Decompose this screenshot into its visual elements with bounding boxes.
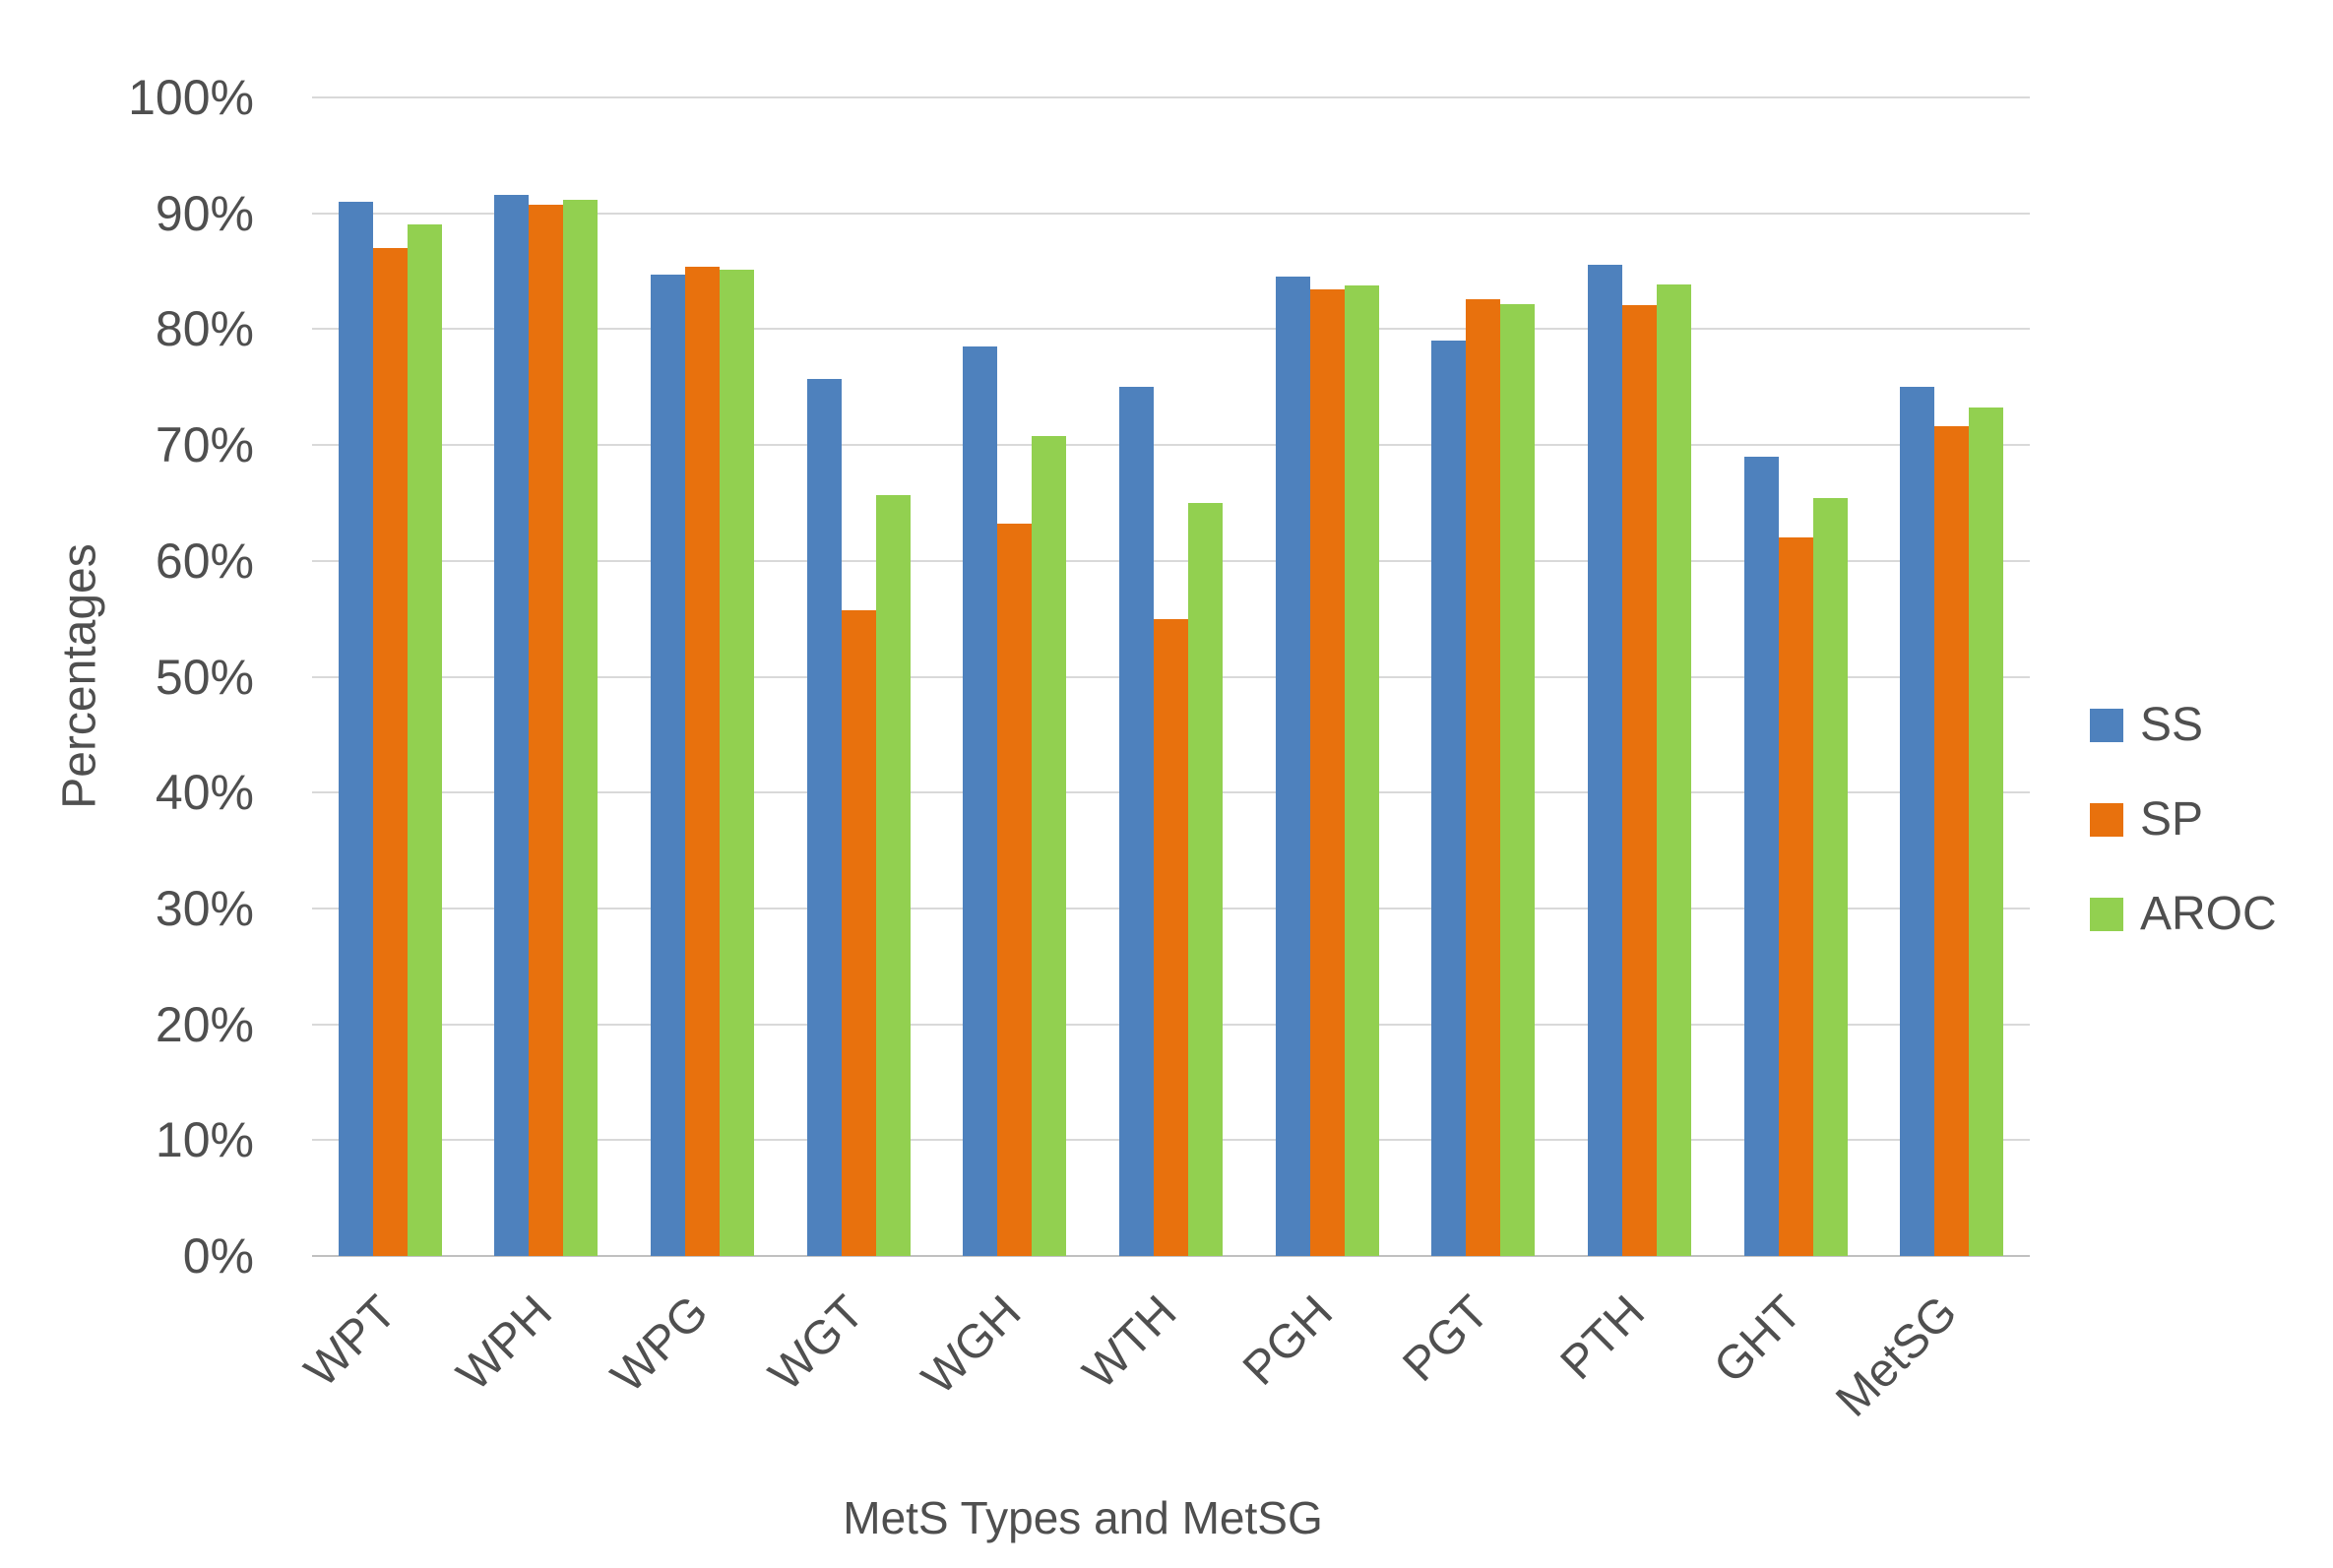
bar-aroc-wgt [875,494,911,1256]
bar-sp-ght [1778,537,1813,1256]
x-category-label-wpg: WPG [601,1286,719,1404]
legend-item-ss: SS [2090,701,2277,750]
bar-ss-wth [1119,387,1155,1256]
bar-group-wgt [781,97,937,1256]
y-tick-label: 60% [155,533,254,589]
bar-group-ght [1718,97,1874,1256]
x-category-label-wgh: WGH [912,1286,1031,1406]
bar-ss-wgt [806,379,842,1256]
x-category-label-wpt: WPT [294,1286,407,1398]
bar-group-pgh [1249,97,1406,1256]
bar-aroc-metsg [1969,408,2004,1256]
y-tick-label: 80% [155,301,254,357]
gridline [312,559,2030,562]
bar-group-wpt [312,97,469,1256]
gridline [312,212,2030,215]
bar-aroc-pgh [1344,284,1379,1256]
bar-aroc-pgt [1500,303,1536,1256]
x-category-label-pgh: PGH [1233,1286,1344,1396]
x-category-label-wth: WTH [1073,1286,1187,1400]
y-tick-label: 0% [182,1228,254,1284]
bar-ss-wpt [338,201,373,1256]
y-tick-label: 50% [155,649,254,705]
bar-sp-wgt [841,610,876,1256]
bar-ss-pth [1587,264,1622,1256]
legend-swatch-icon [2090,709,2123,742]
legend-swatch-icon [2090,898,2123,931]
y-tick-label: 100% [128,70,254,125]
y-tick-label: 20% [155,996,254,1052]
bar-sp-wph [529,205,564,1256]
bar-aroc-wpt [407,224,442,1256]
bar-group-wgh [937,97,1094,1256]
y-tick-label: 30% [155,880,254,936]
legend-label: SP [2140,793,2204,846]
bar-sp-metsg [1934,426,1970,1256]
x-category-label-pgt: PGT [1393,1286,1499,1392]
x-axis-line [312,1255,2030,1257]
bar-aroc-wgh [1032,435,1067,1256]
bar-sp-wpt [372,248,408,1256]
bar-group-metsg [1873,97,2030,1256]
bar-aroc-pth [1656,283,1691,1256]
bar-aroc-wph [563,199,599,1256]
y-axis-tick-labels: 0% 10% 20% 30% 40% 50% 60% 70% 80% 90% 100% [0,0,254,1568]
bar-group-pgt [1405,97,1561,1256]
bar-sp-wgh [997,524,1033,1256]
legend-item-aroc: AROC [2090,890,2277,939]
bar-groups [312,97,2030,1256]
y-tick-label: 70% [155,417,254,473]
plot-area [312,96,2030,1257]
y-tick-label: 10% [155,1112,254,1168]
bar-ss-ght [1743,456,1779,1256]
bar-ss-wgh [963,346,998,1256]
bar-aroc-ght [1812,498,1848,1256]
bar-sp-pgt [1466,298,1501,1256]
x-category-label-pth: PTH [1551,1286,1656,1390]
y-tick-label: 90% [155,185,254,241]
bar-ss-wph [494,194,530,1256]
legend-label: AROC [2140,888,2277,940]
bar-sp-wth [1154,618,1189,1256]
bar-aroc-wpg [720,270,755,1256]
bar-group-wpg [624,97,781,1256]
y-tick-label: 40% [155,765,254,821]
x-category-label-ght: GHT [1703,1286,1812,1394]
bar-group-wph [469,97,625,1256]
legend: SS SP AROC [2090,701,2277,939]
bar-ss-wpg [651,275,686,1256]
legend-label: SS [2140,699,2204,751]
legend-swatch-icon [2090,803,2123,837]
bar-aroc-wth [1188,502,1224,1256]
gridline [312,328,2030,331]
x-axis-title: MetS Types and MetSG [843,1492,1323,1543]
bar-ss-metsg [1900,387,1935,1256]
bar-sp-pgh [1309,289,1345,1256]
gridline [312,96,2030,98]
legend-item-sp: SP [2090,795,2277,845]
x-category-label-wgt: WGT [759,1286,875,1402]
bar-ss-pgt [1431,341,1467,1256]
bar-sp-wpg [685,266,721,1256]
bar-sp-pth [1621,304,1657,1256]
x-category-label-metsg: MetSG [1826,1286,1968,1427]
x-category-label-wph: WPH [447,1286,563,1402]
bar-group-pth [1561,97,1718,1256]
bar-group-wth [1093,97,1249,1256]
bar-ss-pgh [1275,277,1310,1256]
gridline [312,444,2030,447]
